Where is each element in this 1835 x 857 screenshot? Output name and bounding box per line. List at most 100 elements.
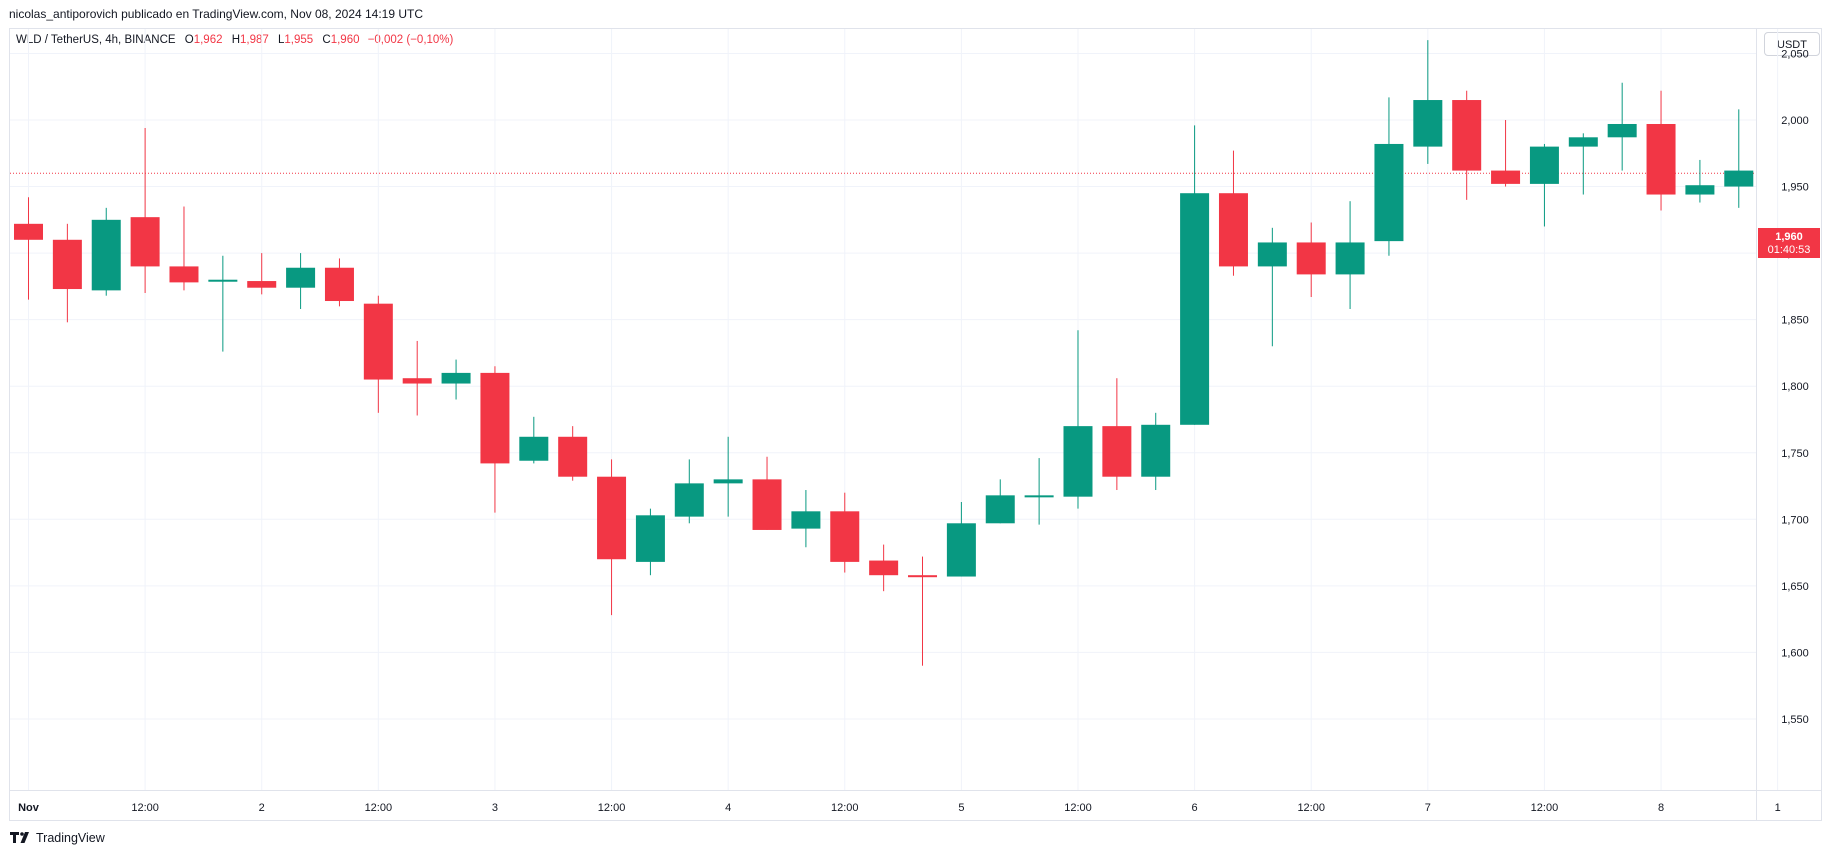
time-tick-label: 12:00	[1064, 802, 1092, 814]
candle	[14, 197, 43, 300]
time-tick-label: 12:00	[831, 802, 859, 814]
candle	[402, 340, 432, 416]
candle-body	[91, 219, 121, 291]
candle-body	[869, 560, 899, 576]
candle	[247, 253, 277, 295]
candle	[985, 479, 1015, 524]
candle	[946, 501, 976, 577]
candle	[1413, 40, 1443, 164]
tradingview-logo-icon	[10, 832, 29, 843]
candle	[169, 206, 199, 291]
candle-body	[985, 495, 1015, 524]
candle-body	[946, 523, 976, 577]
candle-body	[1257, 242, 1287, 267]
close-label: C	[322, 34, 331, 46]
candle-body	[791, 511, 821, 529]
candle-body	[1724, 170, 1754, 187]
open-label: O	[184, 34, 194, 46]
candle	[1335, 201, 1365, 310]
time-tick-label: 5	[958, 802, 964, 814]
candle	[752, 456, 782, 530]
price-tick-label: 1,550	[1781, 714, 1809, 726]
time-tick-label: 4	[725, 802, 731, 814]
candle-body	[830, 511, 860, 562]
candle	[1452, 90, 1482, 200]
tradingview-brand: TradingView	[36, 831, 105, 845]
candle-body	[402, 378, 432, 384]
time-tick-label: 3	[492, 802, 498, 814]
tradingview-logo[interactable]: TradingView	[10, 831, 105, 845]
candle-body	[752, 479, 782, 530]
price-tick-label: 1,700	[1781, 514, 1809, 526]
time-tick-label: 12:00	[1297, 802, 1325, 814]
candle	[1218, 150, 1248, 276]
price-tick-label: 1,950	[1781, 182, 1809, 194]
candle	[441, 359, 471, 400]
candle-body	[480, 372, 510, 464]
candle-body	[1374, 143, 1404, 242]
price-tick-label: 1,750	[1781, 448, 1809, 460]
candle	[1685, 159, 1715, 203]
candle-body	[597, 476, 627, 560]
candle-body	[519, 436, 549, 461]
symbol-title[interactable]: WLD / TetherUS, 4h, BINANCE	[16, 34, 176, 46]
time-tick-label: 7	[1425, 802, 1431, 814]
candle-body	[1335, 242, 1365, 275]
candle	[1024, 458, 1054, 525]
candle-body	[1529, 146, 1559, 184]
candle-body	[441, 372, 471, 384]
low-label: L	[278, 34, 285, 46]
candle	[1257, 227, 1287, 347]
candle-body	[1452, 100, 1482, 171]
candle	[1296, 222, 1326, 298]
time-tick-label: 12:00	[365, 802, 393, 814]
candle-body	[1141, 424, 1171, 477]
candle-body	[1607, 123, 1637, 138]
time-tick-label: 12:00	[598, 802, 626, 814]
time-axis[interactable]: Nov 12:00 2 12:00 3 12:00 4 12:00 5 12:00 6 12:00 7 1…	[18, 802, 1781, 814]
candle-body	[286, 267, 316, 288]
candle	[91, 207, 121, 296]
time-tick-label: Nov	[18, 802, 40, 814]
change-value: −0,002 (−0,10%)	[367, 34, 454, 46]
candle-body	[363, 303, 393, 380]
ohlc-legend: WLD / TetherUS, 4h, BINANCE O1,962 H1,98…	[16, 34, 453, 46]
candle	[1102, 378, 1132, 491]
candle	[1607, 82, 1637, 171]
countdown-timer: 01:40:53	[1767, 244, 1811, 256]
candle	[869, 544, 899, 592]
candle	[52, 223, 82, 323]
candle-body	[674, 483, 704, 517]
candle	[597, 459, 627, 616]
price-tick-label: 2,000	[1781, 115, 1809, 127]
candle-body	[1296, 242, 1326, 275]
time-tick-label: 1	[1775, 802, 1781, 814]
candle	[674, 459, 704, 524]
price-axis[interactable]: 2,0502,0001,9501,9001,8501,8001,7501,700…	[1781, 48, 1809, 726]
candle	[1724, 109, 1754, 208]
candle-body	[713, 479, 743, 484]
candle-body	[208, 279, 238, 282]
candle	[363, 295, 393, 413]
candle	[1141, 412, 1171, 491]
candle-body	[130, 217, 160, 267]
candle-body	[52, 239, 82, 290]
time-tick-label: 12:00	[131, 802, 159, 814]
candle-body	[1063, 426, 1093, 497]
candle	[791, 490, 821, 548]
candle-body	[1180, 193, 1210, 425]
last-price-badge: 1,960 01:40:53	[1758, 228, 1820, 258]
open-value: 1,962	[193, 34, 223, 46]
candle-body	[1491, 170, 1521, 184]
candle-body	[908, 575, 938, 578]
time-tick-label: 2	[259, 802, 265, 814]
time-tick-label: 6	[1192, 802, 1198, 814]
candle	[208, 255, 238, 352]
candle	[1529, 143, 1559, 227]
candle	[130, 127, 160, 294]
currency-button[interactable]: USDT	[1764, 32, 1820, 56]
candle-body	[14, 223, 43, 240]
publisher-caption: nicolas_antiporovich publicado en Tradin…	[9, 7, 424, 21]
candle	[1180, 125, 1210, 425]
